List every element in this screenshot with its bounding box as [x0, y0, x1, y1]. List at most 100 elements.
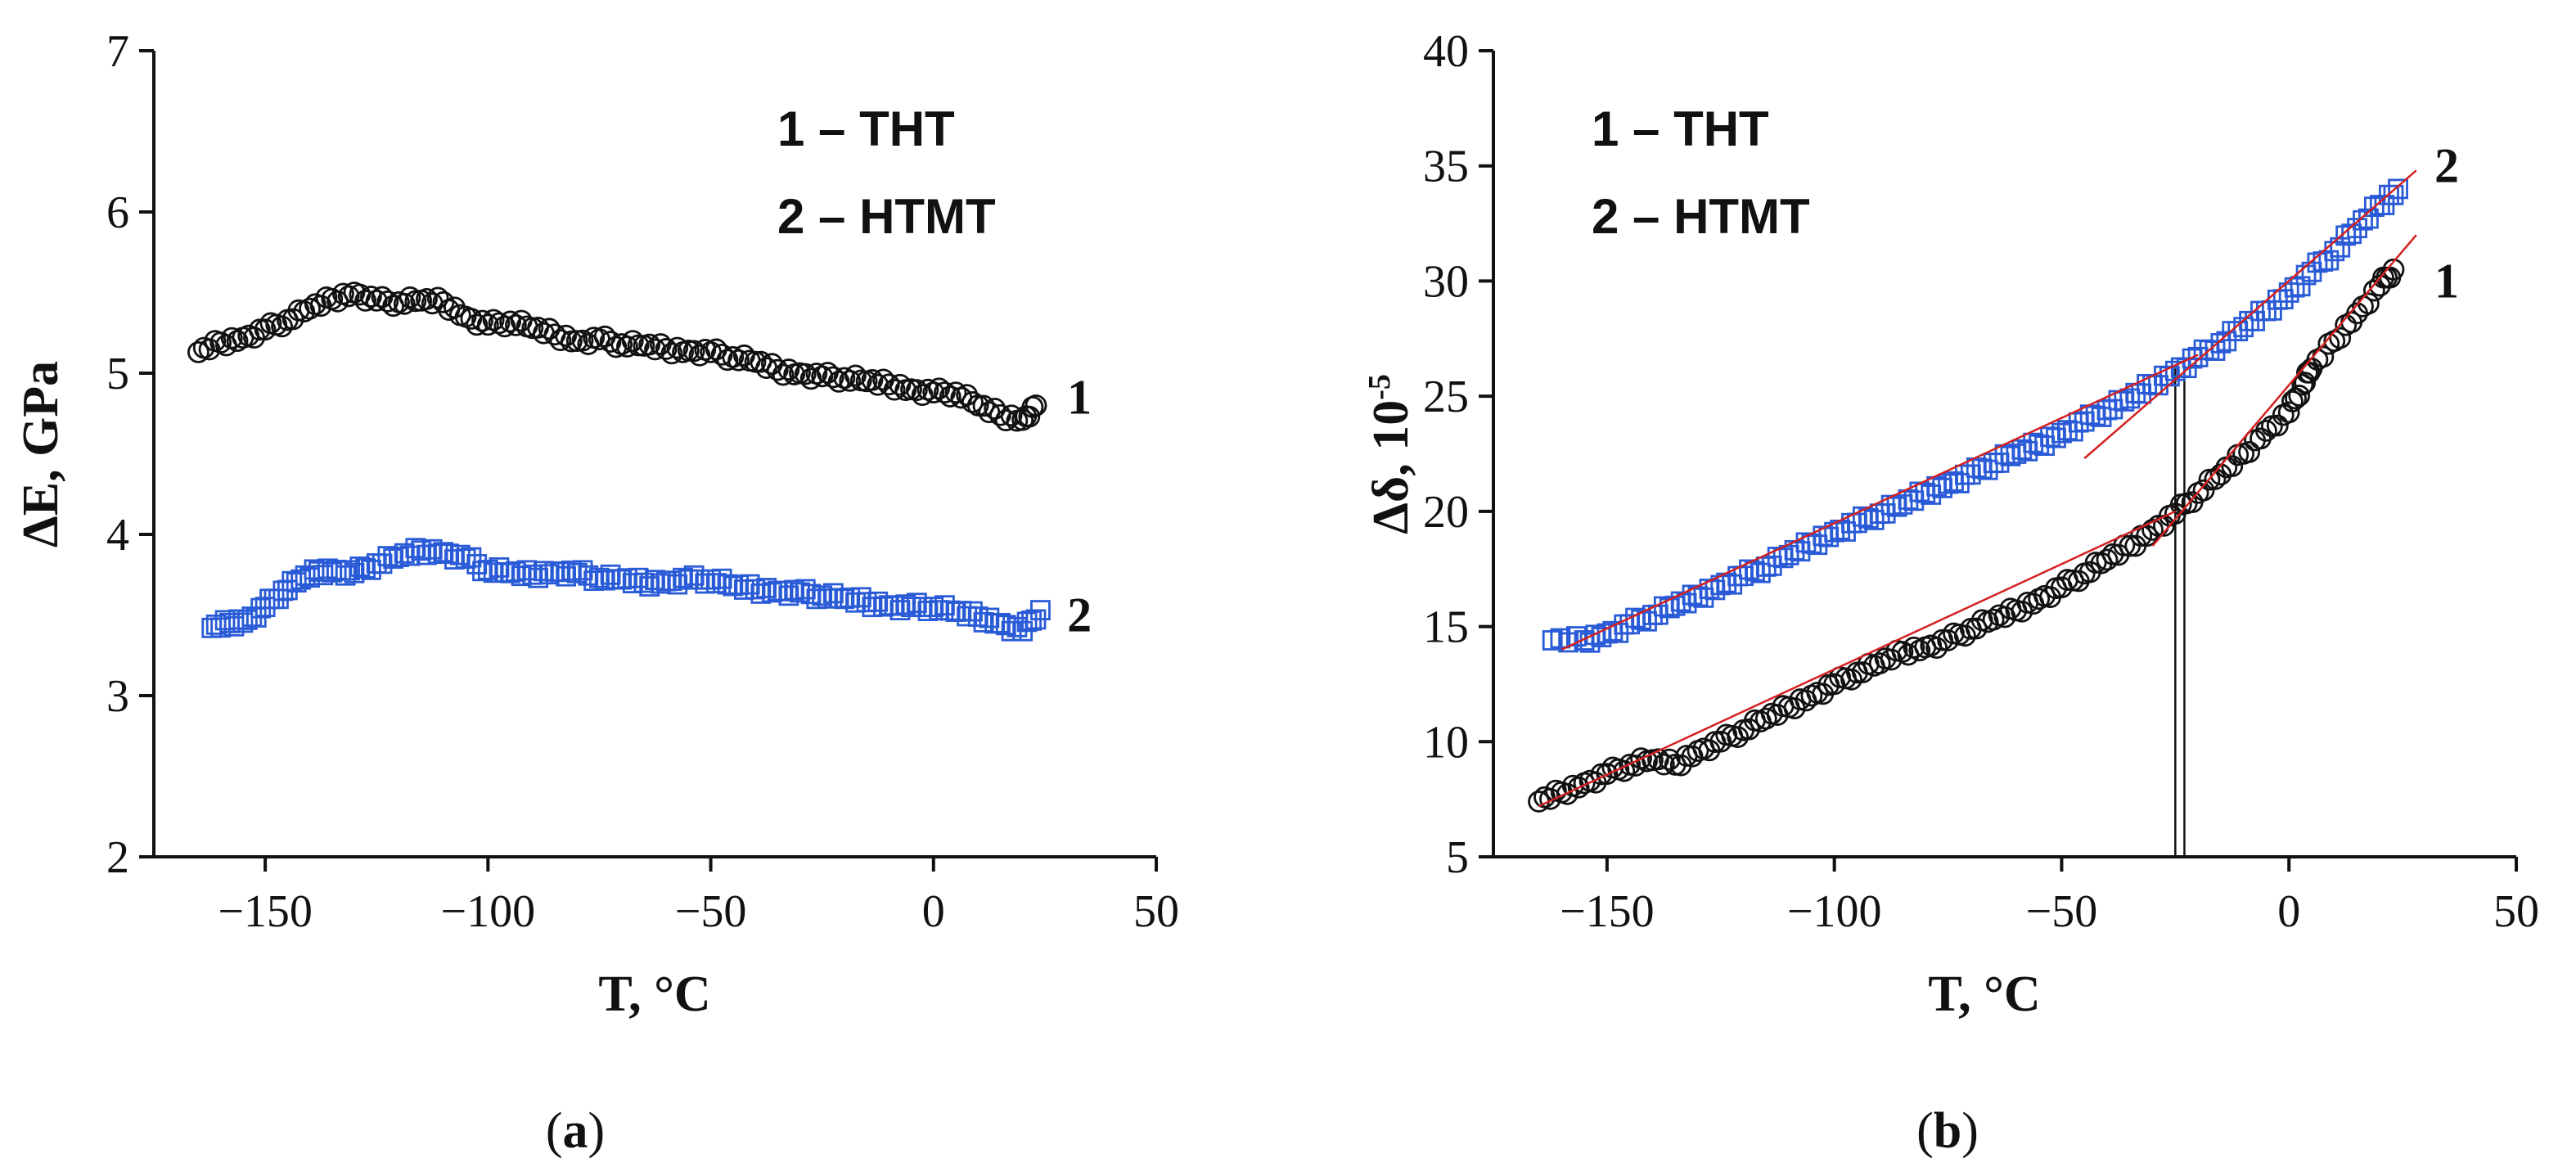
panel-b-series-2-point [1971, 458, 1993, 480]
panel-b-series-2-point [1750, 562, 1771, 583]
panel-a-series-2-point [372, 553, 393, 574]
panel-a-series-2-point [645, 570, 665, 591]
panel-b-series-1-point [2382, 258, 2405, 281]
panel-b-x-tick-label: −150 [1560, 886, 1655, 937]
panel-a-series-2-point [934, 595, 955, 616]
panel-a-series-1-point [644, 338, 666, 361]
panel-b-series-1-point [1596, 763, 1619, 786]
panel-a-series-1-point [727, 349, 750, 372]
panel-b-y-axis-label-main: Δδ, 10 [1363, 400, 1419, 534]
panel-a-series-2-point [411, 540, 432, 561]
panel-a-series-1-point [744, 350, 767, 373]
panel-b-data-points [1528, 178, 2408, 813]
panel-b-y-axis-label-exp: -5 [1362, 374, 1397, 400]
panel-b-y-ticks: 5 10 15 20 25 30 35 40 [1423, 26, 1493, 883]
panel-b-series-labels: 12 [2434, 139, 2459, 309]
panel-a-series-2-point [461, 547, 482, 568]
panel-a-series-2-point [800, 583, 822, 605]
panel-b-y-tick-label: 35 [1423, 142, 1469, 192]
panel-a-series-2-point [366, 553, 387, 574]
panel-b-vertical-markers [2174, 368, 2186, 857]
panel-b-series-2-point [2353, 210, 2373, 231]
panel-a-series-1-point [466, 313, 489, 336]
panel-a-series-2-point [433, 542, 454, 563]
panel-a-series-1-point [1018, 405, 1041, 428]
panel-a-series-1-point [504, 313, 527, 336]
panel-a-series-1-point [399, 286, 421, 309]
panel-b-caption-close: ) [1961, 1103, 1979, 1159]
panel-a-x-tick-label: −50 [675, 886, 747, 937]
panel-b-series-1-point [2221, 455, 2244, 478]
panel-a-series-2-point [633, 572, 655, 593]
panel-a-series-2-point [733, 579, 754, 600]
panel-a-data-points [187, 282, 1051, 642]
panel-a-series-1-point [928, 377, 950, 400]
panel-b-y-axis-label: Δδ, 10-5 [1362, 374, 1419, 534]
panel-a-series-2-point [962, 601, 983, 622]
panel-a-series-1-point [766, 358, 789, 381]
panel-a-series-2-point [516, 560, 538, 581]
panel-a-x-tick-label: 50 [1133, 886, 1179, 937]
panel-a-series-2-point [483, 562, 504, 583]
panel-b-series-1-point [2329, 327, 2352, 349]
panel-a-series-2-point [556, 565, 577, 587]
panel-a-series-2-point [822, 583, 844, 604]
panel-b-y-tick-label: 20 [1423, 487, 1469, 538]
panel-b-series-1-point [1658, 748, 1681, 771]
panel-b-series-2-point [2278, 282, 2299, 303]
panel-b-series-1-point [1982, 608, 2005, 631]
panel-a-series-2-point [889, 600, 911, 620]
panel-a-series-1-point [482, 309, 505, 331]
panel-a-series-2-point [828, 588, 849, 609]
panel-a-series-2-point [489, 556, 510, 578]
panel-a-series-2-point [840, 587, 861, 608]
panel-a-series-1-point [722, 345, 745, 368]
panel-a-series-1-point [933, 381, 956, 404]
panel-a-series-1-point [549, 329, 572, 352]
panel-a-series-1 [187, 282, 1047, 432]
panel-a-series-1-point [426, 286, 449, 309]
panel-a-series-1-point [972, 394, 995, 417]
panel-b-series-2-point [2313, 251, 2334, 272]
panel-a-series-1-point [488, 312, 511, 335]
panel-a-series-2-point [901, 597, 921, 618]
panel-a-series-1-point [944, 381, 967, 404]
panel-a-series-2-point [377, 546, 399, 566]
panel-a-series-label-2: 2 [1067, 588, 1092, 642]
panel-a-series-2-point [494, 561, 516, 583]
panel-a-series-2-point [561, 560, 582, 581]
panel-a-series-1-point [844, 364, 867, 387]
panel-b-series-1-point [2096, 548, 2119, 571]
panel-a-series-2-point [834, 588, 855, 610]
panel-b-x-tick-label: −50 [2026, 886, 2098, 937]
panel-a-series-1-point [621, 330, 644, 353]
panel-a-series-1-point [476, 313, 499, 336]
panel-b-y-tick-label: 10 [1423, 717, 1469, 768]
panel-a-series-2-point [466, 554, 488, 574]
panel-b-fit-line-1 [1538, 510, 2176, 808]
panel-a-series-1-point [354, 289, 377, 312]
panel-a-x-tick-label: 0 [922, 886, 945, 937]
panel-a-series-label-1: 1 [1067, 371, 1092, 425]
panel-b-series-2-point [2388, 178, 2408, 200]
panel-a-series-2-point [650, 573, 671, 594]
panel-b-series-2-point [2363, 196, 2385, 218]
panel-a-series-2-point [917, 601, 939, 621]
panel-a-series-2-point [589, 567, 610, 588]
panel-b-series-2-point [2051, 422, 2072, 444]
panel-a-series-1-point [471, 309, 493, 332]
panel-a-series-1-point [682, 340, 705, 363]
panel-a-series-2-point [361, 559, 381, 580]
panel-b-y-tick-label: 5 [1446, 832, 1469, 883]
panel-a-series-1-point [376, 290, 399, 313]
panel-a-series-1-point [794, 363, 817, 385]
panel-a-series-1-point [1000, 404, 1023, 427]
panel-b-series-1-point [1652, 753, 1675, 776]
panel-a-series-2-point [812, 585, 833, 606]
panel-a-series-2-point [578, 565, 599, 586]
panel-b-fit-line-2 [2151, 234, 2417, 547]
panel-a-series-1-point [939, 385, 961, 408]
panel-a-series-1-point [811, 365, 834, 388]
panel-b-y-tick-label: 15 [1423, 602, 1469, 653]
panel-a-series-2-point [711, 568, 732, 589]
